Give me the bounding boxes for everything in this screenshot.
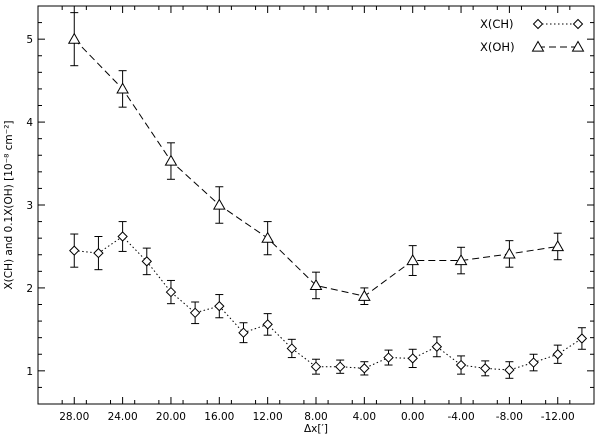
x-tick-label: 0.00 [401,411,424,423]
y-tick-label: 4 [26,117,33,129]
data-point [116,82,129,94]
legend-label: X(CH) [480,17,514,31]
y-tick-label: 5 [26,34,33,46]
data-point [480,363,491,374]
data-point [454,254,468,266]
data-point [504,364,515,376]
data-point [383,352,394,363]
data-point [407,353,418,364]
data-point [67,32,81,44]
y-axis-label: X(CH) and 0.1X(OH) [10⁻⁸ cm⁻²] [3,120,15,289]
data-point [503,247,516,259]
x-tick-label: 20.00 [156,411,186,423]
data-point [357,289,371,301]
x-tick-label: -12.00 [541,411,575,423]
data-point [69,245,80,256]
x-tick-label: 24.00 [108,411,138,423]
data-point [334,361,346,372]
data-point [214,300,225,312]
data-point [310,361,322,372]
data-point [576,333,588,344]
x-tick-label: 12.00 [253,411,283,423]
legend-marker [531,40,545,52]
legend: X(CH) X(OH) [480,17,585,54]
legend-marker [571,40,585,52]
data-point [212,198,226,210]
legend-marker [532,18,544,30]
data-point [261,231,275,243]
data-point [551,239,565,252]
y-tick-label: 2 [26,283,33,295]
legend-label: X(OH) [480,40,515,54]
data-point [359,363,370,374]
x-tick-label: -8.00 [496,411,523,423]
x-tick-label: 16.00 [204,411,234,423]
series-0 [69,221,588,379]
axis-ticks: 28.00 24.00 20.00 16.00 12.00 8.00 4.00 0.00 -4.… [26,6,595,423]
data-point [431,341,443,352]
data-point [165,286,177,298]
plot-frame [37,5,595,405]
data-point [164,154,178,166]
data-point [189,307,201,318]
x-tick-label: 4.00 [353,411,376,423]
x-tick-label: 8.00 [304,411,327,423]
x-tick-label: -4.00 [447,411,474,423]
data-point [141,256,152,267]
data-point [309,278,323,291]
series-1 [67,12,565,305]
data-point [528,357,539,368]
data-point [455,359,467,371]
x-tick-label: 28.00 [59,411,89,423]
data-point [238,327,249,338]
series-layer [67,12,588,379]
data-point [286,343,298,354]
y-tick-label: 1 [26,366,33,378]
data-point [117,231,128,242]
y-tick-label: 3 [26,200,33,212]
data-point [406,254,420,266]
data-point [93,247,104,259]
legend-marker [572,18,584,30]
data-point [262,319,273,330]
data-point [552,349,563,360]
x-axis-label: Δx[′] [304,423,328,435]
